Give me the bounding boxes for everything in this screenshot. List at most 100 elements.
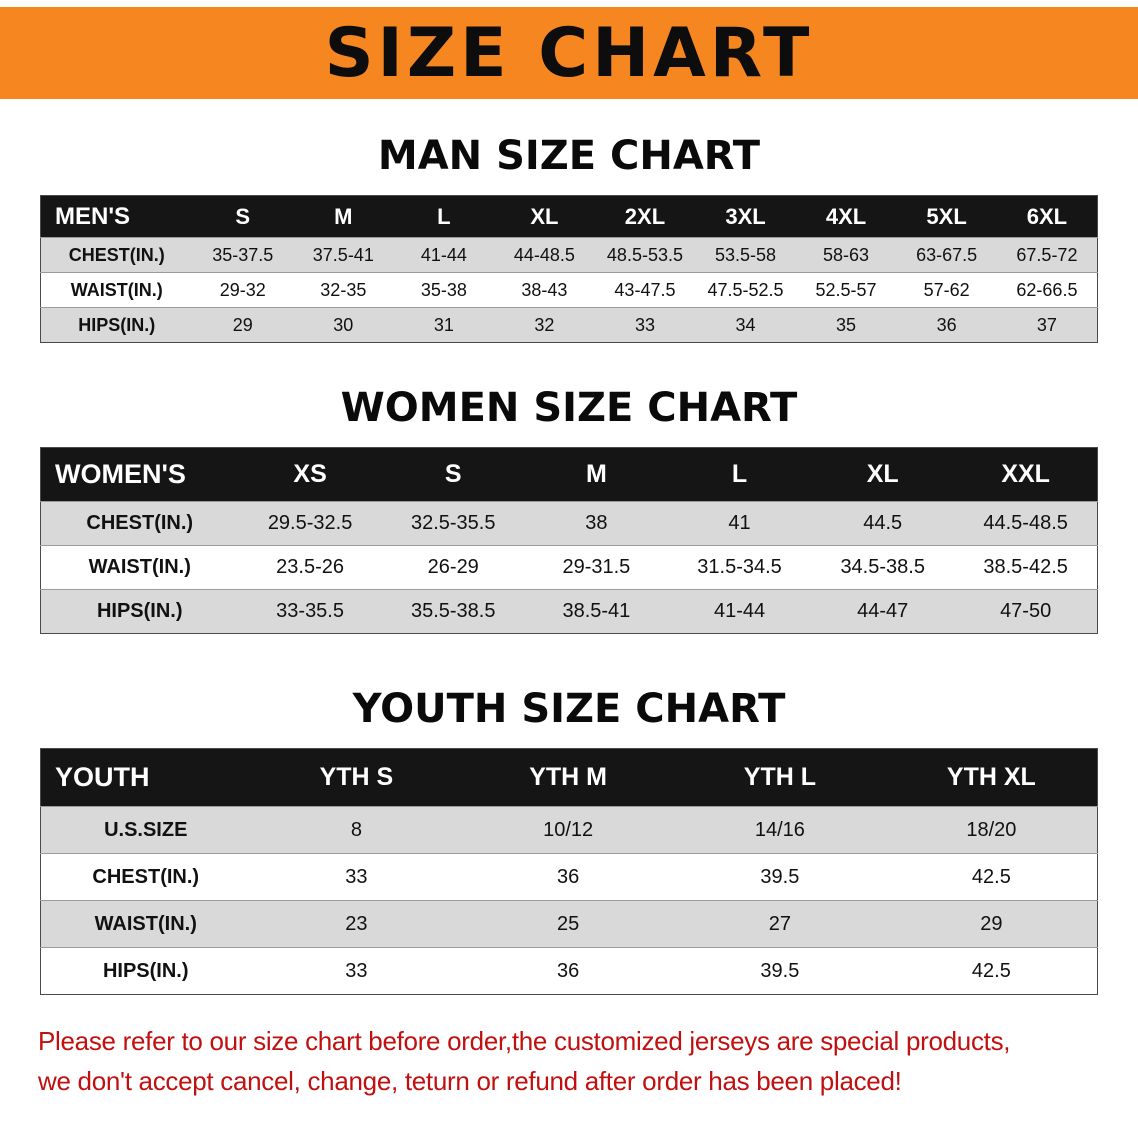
value-cell: 29.5-32.5 xyxy=(267,512,353,534)
table-row: HIPS(IN.) 29 30 31 32 33 34 35 36 37 xyxy=(40,307,1098,343)
value-cell: 38-43 xyxy=(521,279,568,300)
row-label-cell: CHEST(IN.) xyxy=(86,512,194,534)
value-cell: 14/16 xyxy=(754,818,805,841)
value-cell: 23 xyxy=(345,912,368,935)
table-header-row: WOMEN'S XS S M L XL XXL xyxy=(40,447,1098,502)
value-cell: 8 xyxy=(350,818,362,841)
women-size-chart-section: WOMEN SIZE CHART WOMEN'S XS S M L XL XXL CHEST(… xyxy=(0,385,1138,634)
value-cell: 29-31.5 xyxy=(562,556,631,578)
size-header-cell: YTH XL xyxy=(885,748,1098,807)
table-row: WAIST(IN.) 29-32 32-35 35-38 38-43 43-47.5 47.… xyxy=(40,272,1098,308)
value-cell: 33 xyxy=(345,959,368,982)
size-header-cell: S xyxy=(192,195,294,238)
value-cell: 36 xyxy=(557,959,580,982)
size-header-cell: L xyxy=(393,195,495,238)
size-header-cell: 4XL xyxy=(795,195,897,238)
value-cell: 35-38 xyxy=(420,279,467,300)
man-size-chart-heading: MAN SIZE CHART xyxy=(377,133,761,179)
value-cell: 47-50 xyxy=(1000,600,1052,622)
value-cell: 42.5 xyxy=(971,959,1011,982)
disclaimer-line-1: Please refer to our size chart before or… xyxy=(38,1026,1011,1056)
value-cell: 35 xyxy=(836,314,857,335)
row-label-cell: HIPS(IN.) xyxy=(96,600,183,622)
disclaimer-note: Please refer to our size chart before or… xyxy=(38,1021,1100,1102)
value-cell: 32 xyxy=(534,314,555,335)
size-header-cell: XL xyxy=(494,195,595,238)
table-title-cell: WOMEN'S xyxy=(40,447,239,502)
size-header-cell: 6XL xyxy=(996,195,1098,238)
value-cell: 32-35 xyxy=(320,279,367,300)
value-cell: 63-67.5 xyxy=(916,244,978,265)
value-cell: 32.5-35.5 xyxy=(410,512,496,534)
row-label-cell: CHEST(IN.) xyxy=(92,865,200,888)
table-title-cell: YOUTH xyxy=(40,748,251,807)
value-cell: 42.5 xyxy=(971,865,1011,888)
table-row: CHEST(IN.) 33 36 39.5 42.5 xyxy=(40,853,1098,901)
value-cell: 33 xyxy=(634,314,655,335)
size-header-cell: YTH S xyxy=(250,748,463,807)
value-cell: 62-66.5 xyxy=(1016,279,1078,300)
row-label-cell: CHEST(IN.) xyxy=(68,244,165,265)
table-row: WAIST(IN.) 23 25 27 29 xyxy=(40,900,1098,948)
value-cell: 44-47 xyxy=(857,600,909,622)
value-cell: 27 xyxy=(768,912,791,935)
table-header-row: MEN'S S M L XL 2XL 3XL 4XL 5XL 6XL xyxy=(40,195,1098,238)
table-row: CHEST(IN.) 29.5-32.5 32.5-35.5 38 41 44.5 44.5… xyxy=(40,501,1098,546)
size-chart-banner: SIZE CHART xyxy=(0,7,1138,99)
men-size-table: MEN'S S M L XL 2XL 3XL 4XL 5XL 6XL CHEST(IN.) 35-37… xyxy=(40,195,1098,343)
value-cell: 44.5 xyxy=(863,512,903,534)
value-cell: 30 xyxy=(333,314,354,335)
row-label-cell: WAIST(IN.) xyxy=(94,912,197,935)
row-label-cell: U.S.SIZE xyxy=(104,818,188,841)
value-cell: 36 xyxy=(557,865,580,888)
value-cell: 36 xyxy=(936,314,957,335)
value-cell: 44.5-48.5 xyxy=(983,512,1068,534)
value-cell: 35.5-38.5 xyxy=(410,600,496,622)
value-cell: 39.5 xyxy=(760,865,800,888)
table-title-cell: MEN'S xyxy=(40,195,193,238)
value-cell: 37 xyxy=(1036,314,1057,335)
size-header-cell: M xyxy=(524,447,668,502)
table-row: HIPS(IN.) 33-35.5 35.5-38.5 38.5-41 41-44 44-… xyxy=(40,589,1098,634)
size-header-cell: 5XL xyxy=(896,195,997,238)
value-cell: 58-63 xyxy=(823,244,870,265)
value-cell: 25 xyxy=(557,912,580,935)
value-cell: 35-37.5 xyxy=(212,244,274,265)
youth-size-chart-heading: YOUTH SIZE CHART xyxy=(352,686,786,732)
value-cell: 48.5-53.5 xyxy=(606,244,683,265)
table-row: WAIST(IN.) 23.5-26 26-29 29-31.5 31.5-34.5 34… xyxy=(40,545,1098,590)
value-cell: 31 xyxy=(433,314,454,335)
value-cell: 34 xyxy=(735,314,756,335)
size-header-cell: S xyxy=(381,447,525,502)
table-row: U.S.SIZE 8 10/12 14/16 18/20 xyxy=(40,806,1098,854)
value-cell: 33-35.5 xyxy=(276,600,344,622)
row-label-cell: HIPS(IN.) xyxy=(78,314,156,335)
value-cell: 44-48.5 xyxy=(513,244,575,265)
size-header-cell: M xyxy=(293,195,394,238)
value-cell: 33 xyxy=(345,865,368,888)
size-header-cell: 2XL xyxy=(594,195,696,238)
size-header-cell: XXL xyxy=(954,447,1098,502)
size-header-cell: YTH M xyxy=(462,748,674,807)
women-size-table: WOMEN'S XS S M L XL XXL CHEST(IN.) 29.5-32.5 32.5… xyxy=(40,447,1098,634)
value-cell: 37.5-41 xyxy=(312,244,374,265)
banner-title: SIZE CHART xyxy=(324,13,814,93)
value-cell: 47.5-52.5 xyxy=(707,279,784,300)
value-cell: 52.5-57 xyxy=(815,279,877,300)
youth-size-chart-section: YOUTH SIZE CHART YOUTH YTH S YTH M YTH L YTH… xyxy=(0,686,1138,995)
value-cell: 39.5 xyxy=(760,959,800,982)
value-cell: 18/20 xyxy=(966,818,1017,841)
value-cell: 67.5-72 xyxy=(1016,244,1078,265)
value-cell: 26-29 xyxy=(427,556,479,578)
value-cell: 10/12 xyxy=(543,818,594,841)
row-label-cell: HIPS(IN.) xyxy=(102,959,189,982)
value-cell: 29 xyxy=(232,314,253,335)
size-header-cell: 3XL xyxy=(695,195,796,238)
value-cell: 38.5-41 xyxy=(562,600,631,622)
value-cell: 43-47.5 xyxy=(614,279,676,300)
value-cell: 38.5-42.5 xyxy=(983,556,1068,578)
women-size-chart-heading: WOMEN SIZE CHART xyxy=(340,385,798,431)
table-row: HIPS(IN.) 33 36 39.5 42.5 xyxy=(40,947,1098,995)
disclaimer-line-2: we don't accept cancel, change, teturn o… xyxy=(38,1066,902,1097)
